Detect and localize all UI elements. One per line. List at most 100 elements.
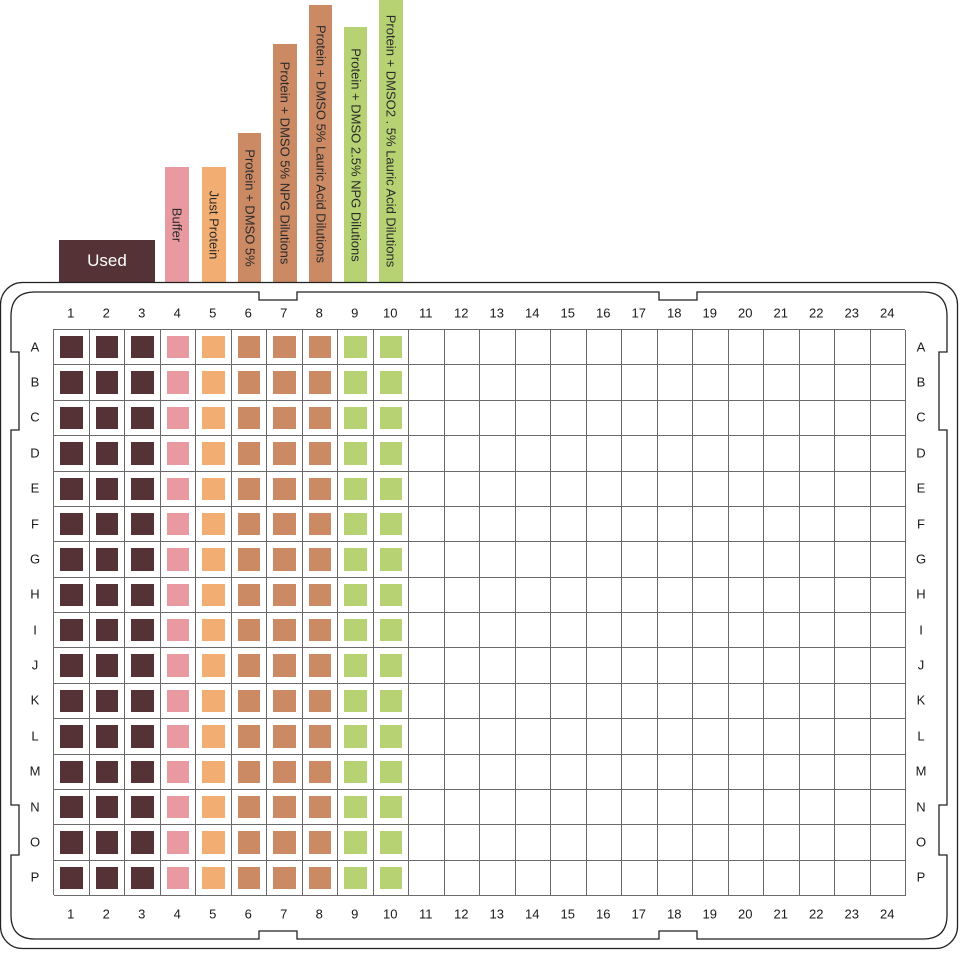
filled-well	[202, 442, 225, 465]
well-cell	[444, 542, 480, 578]
well-cell	[373, 506, 409, 543]
well-cell	[302, 400, 338, 437]
well-cell	[799, 577, 835, 613]
filled-well	[166, 442, 189, 465]
column-label: 1	[67, 906, 75, 922]
well-cell	[196, 400, 232, 437]
column-label: 14	[525, 906, 540, 922]
filled-well	[379, 406, 402, 430]
well-cell	[551, 648, 587, 684]
well-cell	[657, 506, 693, 543]
well-cell	[586, 719, 622, 755]
well-cell	[551, 860, 587, 896]
well-cell	[444, 860, 480, 896]
well-cell	[409, 789, 445, 826]
filled-well	[202, 654, 225, 677]
column-label: 4	[173, 305, 181, 321]
well-cell	[196, 506, 232, 543]
filled-well	[166, 336, 189, 359]
well-cell	[657, 648, 693, 684]
filled-well	[308, 689, 331, 713]
filled-well	[60, 371, 83, 394]
well-cell	[728, 683, 764, 720]
filled-well	[344, 831, 367, 854]
well-cell	[657, 683, 693, 720]
well-cell	[125, 542, 161, 578]
well-cell	[586, 683, 622, 720]
well-cell	[728, 613, 764, 649]
filled-well	[237, 795, 260, 819]
well-cell	[799, 825, 835, 861]
filled-well	[166, 371, 189, 394]
filled-well	[95, 371, 118, 394]
well-cell	[373, 860, 409, 896]
well-cell	[302, 825, 338, 861]
well-cell	[160, 471, 196, 507]
well-cell	[728, 577, 764, 613]
column-label: 9	[351, 305, 359, 321]
well-cell	[870, 683, 906, 720]
well-cell	[515, 754, 551, 790]
well-cell	[125, 860, 161, 896]
row-label: A	[30, 339, 40, 355]
filled-well	[166, 866, 189, 889]
well-cell	[160, 542, 196, 578]
filled-well	[166, 583, 189, 606]
well-cell	[89, 613, 125, 649]
filled-well	[202, 725, 225, 748]
well-cell	[54, 436, 90, 472]
well-cell	[728, 506, 764, 543]
column-label: 18	[667, 305, 682, 321]
well-cell	[373, 330, 409, 366]
filled-well	[344, 654, 367, 677]
well-cell	[835, 825, 871, 861]
well-cell	[54, 577, 90, 613]
filled-well	[308, 371, 331, 394]
row-label: J	[917, 657, 925, 673]
well-cell	[54, 400, 90, 437]
well-cell	[302, 506, 338, 543]
well-cell	[515, 400, 551, 437]
well-cell	[622, 577, 658, 613]
filled-well	[166, 548, 189, 571]
filled-well	[202, 619, 225, 642]
filled-well	[308, 583, 331, 606]
well-cell	[231, 400, 267, 437]
column-label: 7	[280, 906, 288, 922]
well-cell	[480, 825, 516, 861]
well-cell	[125, 330, 161, 366]
well-cell	[835, 506, 871, 543]
filled-well	[166, 406, 189, 430]
well-cell	[302, 330, 338, 366]
row-label: O	[29, 834, 41, 850]
well-cell	[89, 860, 125, 896]
well-cell	[125, 400, 161, 437]
well-cell	[515, 365, 551, 401]
well-cell	[373, 400, 409, 437]
well-cell	[728, 648, 764, 684]
well-cell	[657, 577, 693, 613]
well-cell	[302, 542, 338, 578]
column-label: 8	[315, 906, 323, 922]
well-cell	[728, 789, 764, 826]
row-label: K	[30, 692, 40, 708]
well-cell	[799, 330, 835, 366]
well-cell	[835, 683, 871, 720]
well-cell	[444, 648, 480, 684]
well-cell	[409, 719, 445, 755]
well-cell	[196, 719, 232, 755]
filled-well	[95, 760, 118, 783]
well-cell	[870, 860, 906, 896]
well-cell	[409, 860, 445, 896]
well-cell	[728, 365, 764, 401]
well-cell	[657, 613, 693, 649]
well-cell	[409, 542, 445, 578]
well-cell	[622, 330, 658, 366]
well-cell	[267, 719, 303, 755]
filled-well	[202, 689, 225, 713]
well-cell	[160, 577, 196, 613]
well-cell	[373, 683, 409, 720]
column-label: 15	[560, 906, 575, 922]
filled-well	[95, 654, 118, 677]
well-cell	[160, 365, 196, 401]
